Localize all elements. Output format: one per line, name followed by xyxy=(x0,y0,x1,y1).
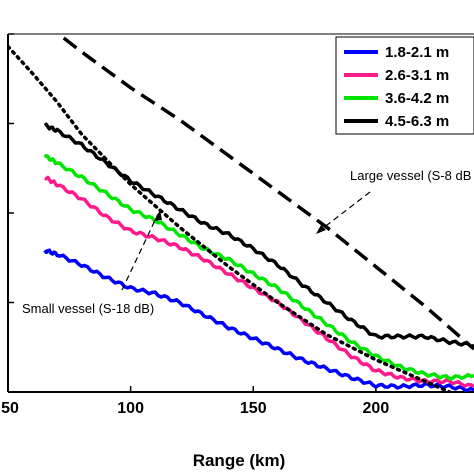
series-line-1-8-2-1-m xyxy=(43,248,474,392)
series-line-small-vessel-s-18-db- xyxy=(8,44,454,392)
x-tick-label: 200 xyxy=(363,400,390,417)
y-ticks xyxy=(8,33,14,393)
x-axis-title: Range (km) xyxy=(193,451,286,470)
annotations: Large vessel (S-8 dB Small vessel (S-18 … xyxy=(22,168,471,316)
plot-area: 50 100 150 200 xyxy=(1,33,474,417)
series-line-large-vessel-s-8-db- xyxy=(55,34,474,351)
small-vessel-arrow-head xyxy=(154,210,162,221)
legend-items: 1.8-2.1 m 2.6-3.1 m 3.6-4.2 m 4.5-6.3 m xyxy=(344,44,449,130)
x-tick-label: 50 xyxy=(1,400,19,417)
large-vessel-label: Large vessel (S-8 dB xyxy=(350,168,471,183)
small-vessel-label: Small vessel (S-18 dB) xyxy=(22,301,154,316)
legend: 1.8-2.1 m 2.6-3.1 m 3.6-4.2 m 4.5-6.3 m xyxy=(335,36,474,135)
legend-label: 2.6-3.1 m xyxy=(385,67,449,84)
large-vessel-arrow-line xyxy=(317,191,371,233)
small-vessel-arrow-line xyxy=(121,213,159,291)
large-vessel-arrow-head xyxy=(316,225,326,234)
series-line-3-6-4-2-m xyxy=(43,154,474,381)
legend-label: 4.5-6.3 m xyxy=(385,113,449,130)
series-line-2-6-3-1-m xyxy=(44,175,474,389)
legend-label: 3.6-4.2 m xyxy=(385,90,449,107)
series-layer xyxy=(8,34,474,392)
series-line-4-5-6-3-m xyxy=(43,122,474,349)
x-tick-label: 150 xyxy=(240,400,267,417)
x-tick-label: 100 xyxy=(117,400,144,417)
legend-label: 1.8-2.1 m xyxy=(385,44,449,61)
x-ticks: 50 100 150 200 xyxy=(1,386,389,417)
